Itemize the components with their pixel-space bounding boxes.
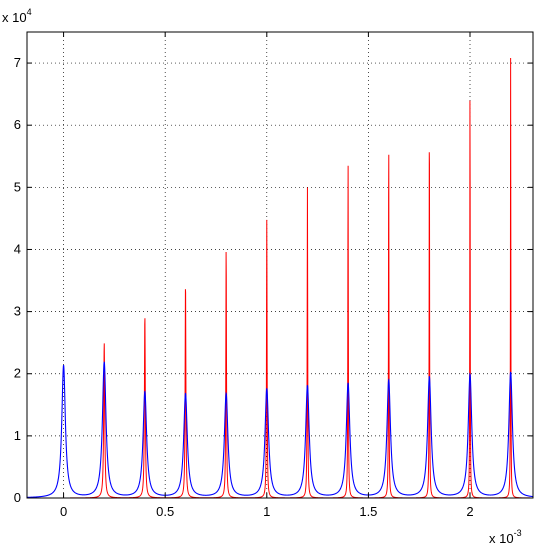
series-1-peak-point [266, 388, 268, 390]
x-multiplier: x 10-3 [489, 528, 522, 546]
series-1-peak-point [347, 383, 349, 385]
series-0-peak-point [307, 187, 309, 189]
series-1-peak-point [103, 362, 105, 364]
series-1-peak-point [510, 372, 512, 374]
series-0-peak-point [510, 50, 512, 52]
series-0-peak-point [469, 72, 471, 74]
series-0-peak-point [266, 218, 268, 220]
series-0-peak-point [225, 246, 227, 248]
y-tick-label: 3 [14, 304, 21, 319]
y-tick-label: 0 [14, 490, 21, 505]
series-1-peak-point [429, 377, 431, 379]
series-0-peak-point [144, 314, 146, 316]
series-0-peak-point [103, 342, 105, 344]
x-tick-label: 1.5 [359, 504, 377, 519]
series-1-peak-point [469, 374, 471, 376]
x-multiplier-exp: -3 [514, 528, 522, 538]
y-multiplier-base: x 10 [2, 10, 27, 25]
y-tick-label: 2 [14, 366, 21, 381]
y-tick-label: 5 [14, 179, 21, 194]
series-1-peak-point [185, 393, 187, 395]
series-0-peak-point [388, 128, 390, 130]
series-0-peak-point [429, 101, 431, 103]
y-tick-label: 7 [14, 55, 21, 70]
x-tick-label: 1 [263, 504, 270, 519]
y-tick-label: 1 [14, 428, 21, 443]
x-tick-label: 0 [60, 504, 67, 519]
y-multiplier: x 104 [2, 7, 32, 25]
series-0-peak-point [185, 280, 187, 282]
series-1-peak-point [144, 392, 146, 394]
y-tick-label: 4 [14, 241, 21, 256]
series-blue-line [26, 361, 534, 498]
y-multiplier-exp: 4 [27, 7, 32, 17]
series-red-line [27, 57, 533, 499]
series-1-peak-point [307, 385, 309, 387]
x-tick-label: 0.5 [156, 504, 174, 519]
series-0-peak-point [347, 159, 349, 161]
x-tick-label: 2 [466, 504, 473, 519]
axes-box [26, 31, 534, 499]
series-1-peak-point [225, 393, 227, 395]
x-multiplier-base: x 10 [489, 531, 514, 546]
plot-series [26, 50, 534, 499]
series-1-peak-point [388, 380, 390, 382]
series-1-peak-point [63, 365, 65, 367]
grid-lines [27, 32, 533, 499]
axis-ticks: 0 0.5 1 1.5 2 0 1 2 3 4 5 6 7 [14, 32, 533, 519]
y-tick-label: 6 [14, 117, 21, 132]
